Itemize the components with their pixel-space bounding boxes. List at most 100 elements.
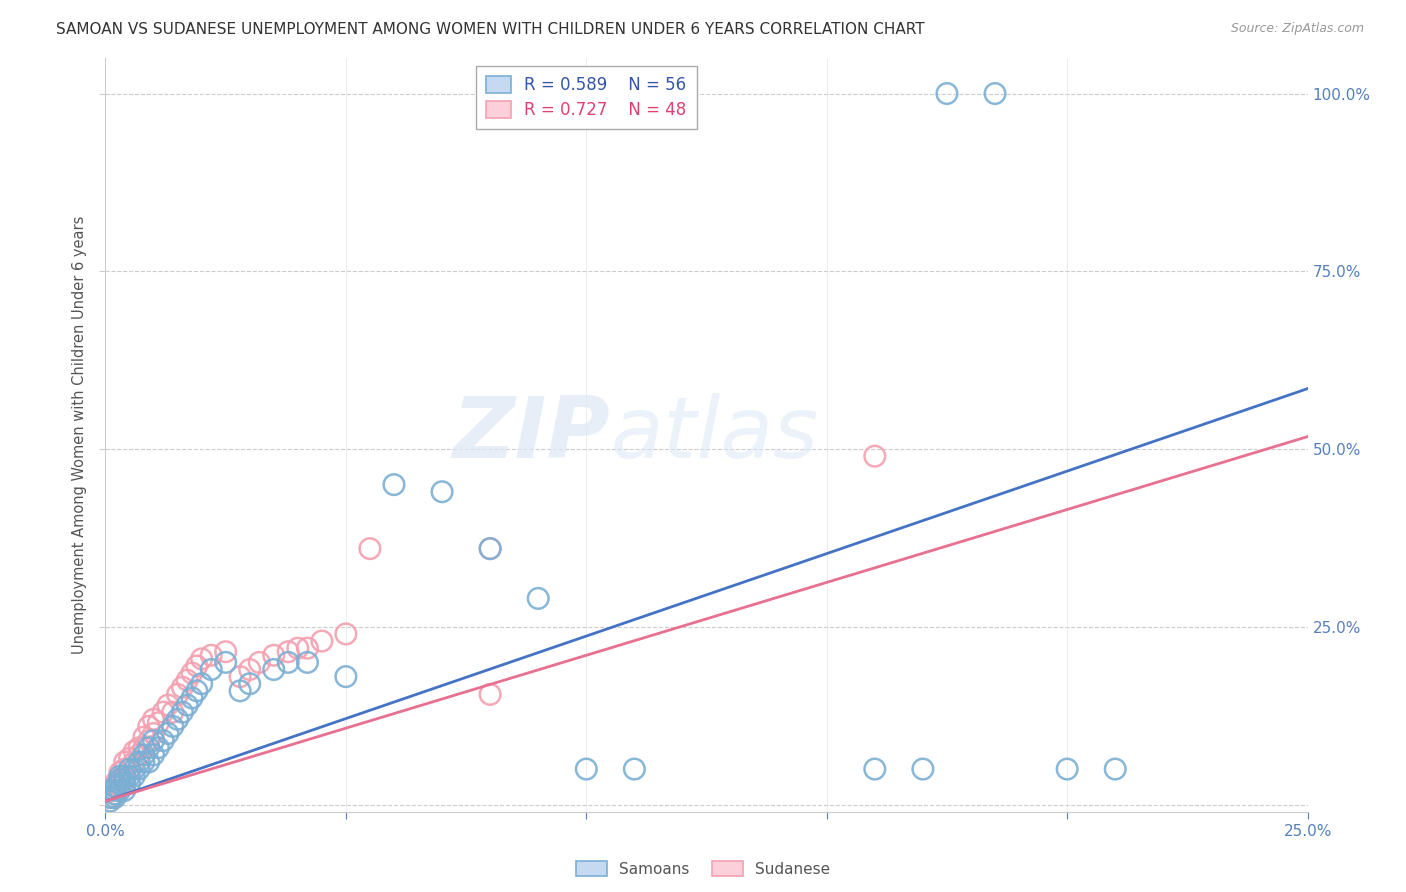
Point [114, 772, 136, 787]
Point [104, 787, 127, 801]
Point [148, 715, 170, 730]
Point [138, 755, 160, 769]
Text: ZIP: ZIP [453, 393, 610, 476]
Point [108, 776, 131, 790]
Point [118, 751, 141, 765]
Text: SAMOAN VS SUDANESE UNEMPLOYMENT AMONG WOMEN WITH CHILDREN UNDER 6 YEARS CORRELAT: SAMOAN VS SUDANESE UNEMPLOYMENT AMONG WO… [56, 22, 925, 37]
Point [98, 794, 121, 808]
Point [114, 776, 136, 790]
Point [176, 698, 198, 712]
Point [527, 591, 550, 606]
Y-axis label: Unemployment Among Women with Children Under 6 years: Unemployment Among Women with Children U… [72, 216, 87, 654]
Point [166, 712, 188, 726]
Point [148, 740, 170, 755]
Point [98, 790, 121, 805]
Point [108, 765, 131, 780]
Point [297, 656, 319, 670]
Point [124, 755, 146, 769]
Legend: R = 0.589    N = 56, R = 0.727    N = 48: R = 0.589 N = 56, R = 0.727 N = 48 [477, 66, 696, 129]
Point [984, 87, 1007, 101]
Point [335, 627, 357, 641]
Point [172, 680, 194, 694]
Point [172, 705, 194, 719]
Point [181, 666, 204, 681]
Point [128, 762, 150, 776]
Point [311, 634, 333, 648]
Point [239, 663, 262, 677]
Point [108, 783, 131, 797]
Point [104, 783, 127, 797]
Point [138, 719, 160, 733]
Point [142, 733, 165, 747]
Point [114, 762, 136, 776]
Point [186, 659, 208, 673]
Point [479, 687, 502, 701]
Point [118, 769, 141, 783]
Point [104, 776, 127, 790]
Point [108, 780, 131, 794]
Point [104, 780, 127, 794]
Point [124, 762, 146, 776]
Point [382, 477, 405, 491]
Point [181, 690, 204, 705]
Point [277, 645, 299, 659]
Point [156, 698, 179, 712]
Point [114, 783, 136, 797]
Text: Source: ZipAtlas.com: Source: ZipAtlas.com [1230, 22, 1364, 36]
Point [108, 769, 131, 783]
Point [190, 652, 212, 666]
Point [128, 740, 150, 755]
Point [190, 677, 212, 691]
Point [108, 772, 131, 787]
Point [239, 677, 262, 691]
Point [214, 656, 236, 670]
Point [200, 648, 222, 663]
Point [335, 670, 357, 684]
Point [186, 683, 208, 698]
Point [176, 673, 198, 688]
Point [98, 783, 121, 797]
Point [863, 762, 886, 776]
Point [108, 772, 131, 787]
Point [911, 762, 934, 776]
Point [142, 726, 165, 740]
Point [152, 705, 174, 719]
Point [1104, 762, 1126, 776]
Point [277, 656, 299, 670]
Point [124, 769, 146, 783]
Point [162, 705, 184, 719]
Point [229, 670, 252, 684]
Point [214, 645, 236, 659]
Point [359, 541, 381, 556]
Point [142, 747, 165, 762]
Point [200, 663, 222, 677]
Point [138, 740, 160, 755]
Point [162, 719, 184, 733]
Point [124, 744, 146, 758]
Point [863, 449, 886, 463]
Point [263, 648, 285, 663]
Point [132, 755, 155, 769]
Point [132, 740, 155, 755]
Point [128, 755, 150, 769]
Point [575, 762, 598, 776]
Point [114, 755, 136, 769]
Point [479, 541, 502, 556]
Point [114, 769, 136, 783]
Point [128, 747, 150, 762]
Point [156, 726, 179, 740]
Point [479, 541, 502, 556]
Point [138, 733, 160, 747]
Text: atlas: atlas [610, 393, 818, 476]
Point [152, 733, 174, 747]
Point [166, 687, 188, 701]
Point [287, 641, 309, 656]
Point [104, 790, 127, 805]
Point [118, 762, 141, 776]
Point [142, 712, 165, 726]
Point [623, 762, 645, 776]
Point [118, 762, 141, 776]
Point [297, 641, 319, 656]
Point [98, 790, 121, 805]
Point [936, 87, 959, 101]
